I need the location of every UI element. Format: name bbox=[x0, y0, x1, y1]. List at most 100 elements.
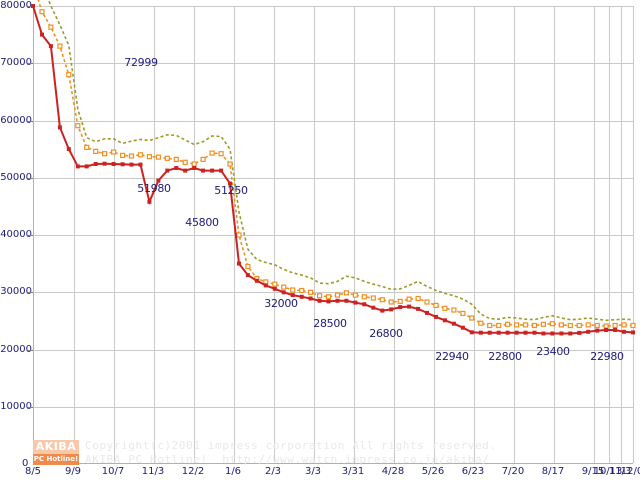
series-marker-minimum bbox=[299, 294, 304, 299]
x-axis-tick-label: 9/9 bbox=[64, 466, 82, 477]
series-marker-average bbox=[245, 263, 251, 270]
series-marker-minimum bbox=[111, 162, 116, 166]
data-point-label: 28500 bbox=[313, 317, 347, 330]
y-axis-tick-mark bbox=[28, 177, 33, 179]
gridline-vertical bbox=[434, 6, 435, 463]
series-marker-minimum bbox=[523, 330, 528, 335]
y-axis-tick-label: 70000 bbox=[0, 57, 32, 69]
y-axis-tick-mark bbox=[28, 235, 33, 236]
series-marker-average bbox=[110, 149, 117, 155]
series-marker-average bbox=[227, 161, 233, 167]
series-marker-average bbox=[218, 151, 224, 157]
series-marker-average bbox=[84, 144, 90, 150]
series-marker-average bbox=[48, 24, 54, 30]
gridline-vertical bbox=[194, 6, 195, 463]
series-marker-average bbox=[594, 322, 600, 329]
data-point-label: 32000 bbox=[264, 297, 298, 310]
y-axis-zero-label: 0 bbox=[22, 458, 29, 469]
series-marker-minimum bbox=[487, 330, 492, 335]
series-marker-average bbox=[522, 322, 529, 328]
series-marker-minimum bbox=[84, 164, 89, 169]
y-axis-tick-mark bbox=[28, 63, 33, 65]
gridline-horizontal bbox=[34, 177, 633, 179]
series-marker-average bbox=[361, 294, 367, 300]
series-marker-average bbox=[93, 148, 99, 154]
series-marker-minimum bbox=[228, 181, 232, 186]
series-marker-minimum bbox=[604, 328, 609, 332]
gridline-horizontal bbox=[34, 349, 633, 351]
series-marker-minimum bbox=[326, 299, 331, 304]
gridline-vertical bbox=[394, 6, 395, 463]
series-marker-average bbox=[630, 322, 636, 329]
gridline-vertical bbox=[594, 6, 595, 463]
gridline-horizontal bbox=[34, 406, 633, 408]
series-marker-minimum bbox=[514, 330, 519, 335]
series-marker-minimum bbox=[317, 298, 322, 303]
series-marker-minimum bbox=[434, 314, 438, 319]
x-axis-tick-label: 3/31 bbox=[341, 466, 365, 477]
y-axis-tick-label: 10000 bbox=[0, 400, 32, 412]
series-marker-minimum bbox=[532, 330, 537, 335]
series-marker-average bbox=[317, 293, 323, 299]
series-marker-average bbox=[308, 289, 314, 295]
series-marker-minimum bbox=[93, 162, 98, 166]
series-marker-minimum bbox=[425, 310, 429, 315]
data-point-label: 22980 bbox=[590, 350, 624, 363]
series-marker-average bbox=[101, 151, 108, 157]
series-marker-minimum bbox=[263, 283, 268, 288]
series-marker-average bbox=[272, 281, 278, 287]
series-marker-minimum bbox=[541, 331, 546, 336]
y-axis-tick-label: 60000 bbox=[0, 114, 32, 126]
series-marker-average bbox=[173, 156, 179, 162]
x-axis-tick-label: 12/2 bbox=[181, 466, 205, 477]
data-point-label: 26800 bbox=[369, 327, 403, 340]
series-marker-average bbox=[603, 323, 609, 329]
series-marker-average bbox=[325, 294, 332, 300]
data-point-label: 51250 bbox=[214, 184, 248, 197]
gridline-vertical bbox=[554, 6, 555, 463]
y-axis-tick-label: 50000 bbox=[0, 171, 32, 183]
series-marker-average bbox=[397, 298, 403, 304]
data-point-label: 22940 bbox=[435, 350, 469, 363]
gridline-vertical bbox=[154, 6, 155, 463]
series-marker-average bbox=[621, 322, 627, 328]
gridline-vertical bbox=[274, 6, 275, 463]
series-marker-minimum bbox=[568, 331, 573, 336]
series-marker-minimum bbox=[174, 166, 179, 170]
series-marker-minimum bbox=[613, 328, 618, 332]
series-marker-average bbox=[585, 322, 591, 328]
series-marker-average bbox=[415, 295, 421, 302]
series-marker-average bbox=[540, 321, 547, 327]
gridline-horizontal bbox=[34, 63, 633, 65]
series-marker-average bbox=[370, 295, 376, 301]
x-axis-tick-label: 8/17 bbox=[541, 466, 565, 477]
x-axis-tick-label: 9/15 bbox=[581, 466, 605, 477]
series-marker-average bbox=[451, 307, 457, 313]
series-marker-average bbox=[155, 154, 161, 160]
x-axis-tick-label: 8/5 bbox=[24, 466, 42, 477]
series-marker-minimum bbox=[120, 162, 125, 167]
series-marker-average bbox=[612, 322, 618, 329]
x-axis-tick-label: 4/28 bbox=[381, 466, 405, 477]
series-marker-minimum bbox=[138, 162, 143, 167]
series-marker-average bbox=[137, 152, 144, 158]
series-marker-average bbox=[164, 155, 170, 161]
series-marker-minimum bbox=[407, 304, 412, 309]
data-point-label: 72999 bbox=[124, 56, 158, 69]
x-axis-tick-label: 10/7 bbox=[101, 466, 125, 477]
series-marker-minimum bbox=[380, 308, 385, 313]
series-marker-minimum bbox=[371, 305, 376, 310]
series-marker-average bbox=[209, 150, 215, 156]
series-marker-minimum bbox=[586, 329, 591, 334]
series-marker-average bbox=[128, 153, 135, 159]
series-marker-minimum bbox=[57, 125, 62, 130]
series-marker-average bbox=[57, 43, 63, 49]
series-marker-minimum bbox=[183, 168, 188, 173]
series-marker-average bbox=[343, 290, 349, 296]
x-axis-tick-label: 2/3 bbox=[264, 466, 282, 477]
series-marker-minimum bbox=[344, 298, 349, 303]
gridline-vertical bbox=[633, 6, 634, 463]
series-marker-minimum bbox=[48, 44, 53, 49]
series-marker-average bbox=[290, 287, 296, 293]
